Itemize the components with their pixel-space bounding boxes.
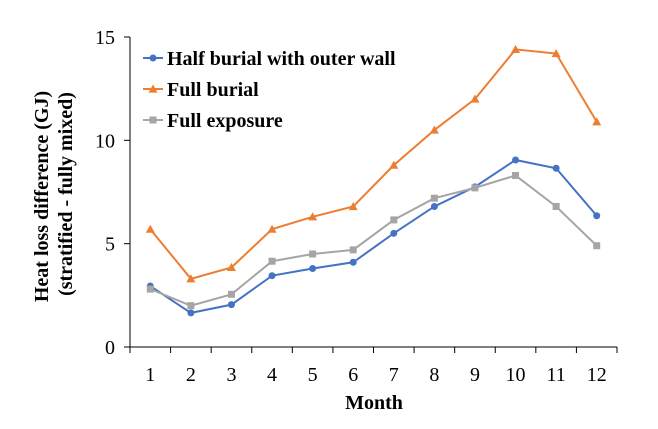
legend-swatch-marker (149, 54, 157, 62)
data-point (512, 171, 520, 179)
y-tick-label: 0 (105, 337, 115, 359)
data-point (226, 262, 236, 272)
data-point (268, 272, 276, 280)
data-point (552, 164, 560, 172)
x-tick-label: 1 (145, 364, 155, 386)
x-tick-label: 10 (506, 364, 526, 386)
data-point (227, 301, 235, 309)
legend-item: Full burial (143, 79, 259, 101)
data-point (308, 212, 318, 221)
y-tick-label: 5 (105, 234, 115, 256)
data-point (430, 202, 438, 210)
x-tick-label: 12 (587, 364, 607, 386)
x-tick-label: 6 (348, 364, 358, 386)
x-tick-label: 8 (429, 364, 439, 386)
data-point (309, 264, 317, 272)
y-axis-title-line-2: (stratified - fully mixed) (55, 92, 77, 296)
data-point (268, 257, 276, 265)
data-point (471, 184, 479, 192)
legend-label: Full burial (167, 79, 259, 101)
x-tick-label: 5 (308, 364, 318, 386)
data-point (512, 156, 520, 164)
legend-swatch-marker (148, 84, 158, 93)
legend-swatch-marker (149, 116, 157, 124)
data-point (593, 212, 601, 220)
data-point (309, 250, 317, 258)
series-line-1 (149, 158, 598, 314)
data-point (349, 258, 357, 266)
data-point (429, 125, 439, 134)
y-tick-label: 15 (95, 27, 115, 49)
y-axis-title: Heat loss difference (GJ) (stratified - … (31, 86, 77, 302)
data-point (227, 290, 235, 298)
data-point (552, 202, 560, 210)
series-lines (149, 48, 598, 314)
data-point (592, 117, 602, 126)
data-point (349, 246, 357, 254)
x-tick-label: 2 (186, 364, 196, 386)
series-line-3 (149, 174, 598, 307)
y-axis-title-line-1: Heat loss difference (GJ) (31, 91, 53, 302)
x-tick-label: 3 (226, 364, 236, 386)
series-line-2 (149, 48, 598, 280)
y-tick-label: 10 (95, 130, 115, 152)
data-point (430, 194, 438, 202)
data-point (187, 302, 195, 310)
data-point (145, 224, 155, 233)
data-point (348, 201, 358, 211)
x-axis-title: Month (345, 392, 403, 414)
data-point (186, 274, 196, 283)
data-point (593, 242, 601, 250)
x-tick-label: 11 (546, 364, 565, 386)
data-point (389, 160, 399, 169)
legend-item: Half burial with outer wall (143, 48, 396, 70)
data-point (390, 216, 398, 224)
x-tick-label: 7 (389, 364, 399, 386)
data-point (267, 224, 277, 233)
data-point (470, 94, 480, 103)
legend-item: Full exposure (143, 110, 283, 132)
x-tick-label: 4 (267, 364, 277, 386)
data-point (187, 309, 195, 317)
series-markers (145, 44, 602, 317)
data-point (146, 285, 154, 293)
data-point (551, 49, 561, 58)
legend-label: Full exposure (167, 110, 283, 132)
legend-label: Half burial with outer wall (167, 48, 396, 70)
data-point (511, 44, 521, 53)
data-point (390, 229, 398, 237)
x-tick-label: 9 (470, 364, 480, 386)
legend: Half burial with outer wall Full burial Fu… (143, 48, 396, 132)
